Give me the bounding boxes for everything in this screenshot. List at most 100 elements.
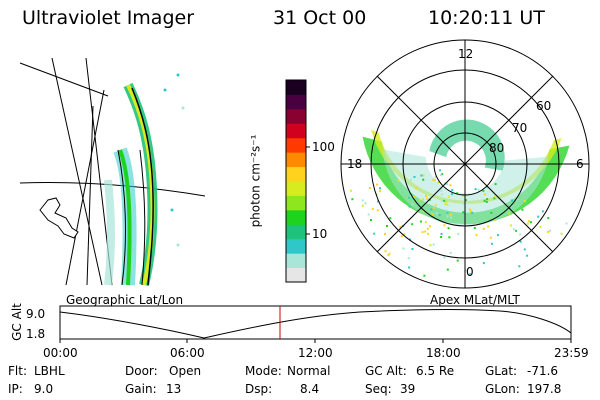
aurora-speckle — [408, 257, 410, 259]
aurora-speckle — [448, 196, 450, 198]
dsp-label: Dsp: — [245, 383, 272, 395]
aurora-speckle — [412, 248, 414, 250]
gain-label: Gain: — [125, 383, 157, 395]
aurora-speckle — [350, 190, 352, 192]
aurora-speckle — [446, 212, 448, 214]
aurora-speckle — [447, 269, 449, 271]
altitude-xtick: 12:00 — [298, 347, 333, 359]
mlt-label-18: 18 — [347, 158, 362, 170]
mlat-label-60: 60 — [536, 100, 551, 112]
aurora-speckle — [351, 198, 353, 200]
aurora-speckle — [427, 233, 429, 235]
aurora-speckle — [440, 174, 442, 176]
glat-label: GLat: — [485, 365, 517, 377]
colorbar-segment — [286, 239, 306, 254]
lat-grid-line — [20, 63, 108, 96]
lon-grid-line — [87, 106, 93, 285]
aurora-speckle — [490, 237, 492, 239]
aurora-speckle — [447, 215, 449, 217]
mlt-label-0: 0 — [466, 266, 474, 278]
aurora-speckle — [513, 228, 515, 230]
aurora-speckle — [409, 206, 411, 208]
aurora-speckle — [426, 198, 428, 200]
aurora-speckle — [487, 225, 489, 227]
aurora-speckle — [440, 236, 442, 238]
aurora-speckle — [436, 212, 438, 214]
aurora-speckle — [441, 200, 443, 202]
aurora-speckle — [410, 179, 412, 181]
aurora-speckle — [530, 221, 532, 223]
auroral-oval-band — [108, 74, 185, 286]
aurora-speckle — [515, 230, 517, 232]
aurora-speckle — [494, 219, 496, 221]
mlat-label-80: 80 — [489, 142, 504, 154]
glat-value: -71.6 — [527, 365, 558, 377]
lon-grid-line — [52, 58, 102, 285]
colorbar-segment — [286, 224, 306, 239]
aurora-speckle — [420, 221, 422, 223]
aurora-speckle — [474, 227, 476, 229]
altitude-plot — [60, 306, 571, 343]
mlt-label-6: 6 — [576, 158, 584, 170]
aurora-speckle — [401, 235, 403, 237]
aurora-speckle — [362, 199, 364, 201]
mlat-label-70: 70 — [512, 122, 527, 134]
aurora-speckle — [368, 214, 370, 216]
aurora-speckle — [435, 204, 437, 206]
aurora-speckle — [430, 244, 432, 246]
aurora-speckle — [443, 224, 445, 226]
aurora-speckle — [524, 200, 526, 202]
aurora-speckle — [425, 195, 427, 197]
aurora-speckle — [414, 176, 416, 178]
aurora-speckle — [484, 193, 486, 195]
gc-alt-label: GC Alt: — [365, 365, 407, 377]
aurora-speckle — [497, 234, 499, 236]
aurora-speckle — [457, 260, 459, 262]
aurora-speckle — [526, 255, 528, 257]
colorbar-segment — [286, 123, 306, 138]
geographic-caption: Geographic Lat/Lon — [66, 294, 183, 306]
aurora-speckle — [478, 189, 480, 191]
aurora-speckle — [444, 256, 446, 258]
aurora-speckle — [450, 213, 452, 215]
aurora-speckle — [451, 189, 453, 191]
aurora-speckle — [387, 254, 389, 256]
aurora-speckle — [549, 230, 551, 232]
aurora-speckle — [386, 225, 388, 227]
flt-value: LBHL — [34, 365, 65, 377]
aurora-speckle — [411, 223, 413, 225]
aurora-speckle — [542, 210, 544, 212]
aurora-speckle — [449, 184, 451, 186]
aurora-speckle — [408, 197, 410, 199]
aurora-speckle — [524, 248, 526, 250]
aurora-speckle — [483, 228, 485, 230]
aurora-speckle — [494, 196, 496, 198]
geographic-image-panel — [20, 58, 205, 285]
altitude-xtick: 18:00 — [426, 347, 461, 359]
aurora-speckle — [369, 187, 371, 189]
aurora-speckle — [365, 202, 367, 204]
aurora-speckle — [446, 204, 448, 206]
glon-label: GLon: — [485, 383, 520, 395]
aurora-speckle — [483, 262, 485, 264]
aurora-speckle — [463, 203, 465, 205]
aurora-speckle — [424, 231, 426, 233]
aurora-speckle — [370, 219, 372, 221]
aurora-speckle — [379, 190, 381, 192]
colorbar-segment — [286, 80, 306, 95]
lon-grid-line — [66, 90, 104, 285]
aurora-speckle — [484, 200, 486, 202]
aurora-speckle — [433, 244, 435, 246]
colorbar-tick-100: 100 — [312, 141, 335, 153]
aurora-speckle — [511, 199, 513, 201]
aurora-speckle — [429, 225, 431, 227]
aurora-speckle — [431, 214, 433, 216]
flt-label: Flt: — [8, 365, 27, 377]
gain-value: 13 — [166, 383, 181, 395]
aurora-speckle — [495, 183, 497, 185]
aurora-speckle — [439, 214, 441, 216]
aurora-speckle — [451, 193, 453, 195]
colorbar-segment — [286, 181, 306, 196]
aurora-speckle — [427, 228, 429, 230]
colorbar — [286, 80, 310, 283]
